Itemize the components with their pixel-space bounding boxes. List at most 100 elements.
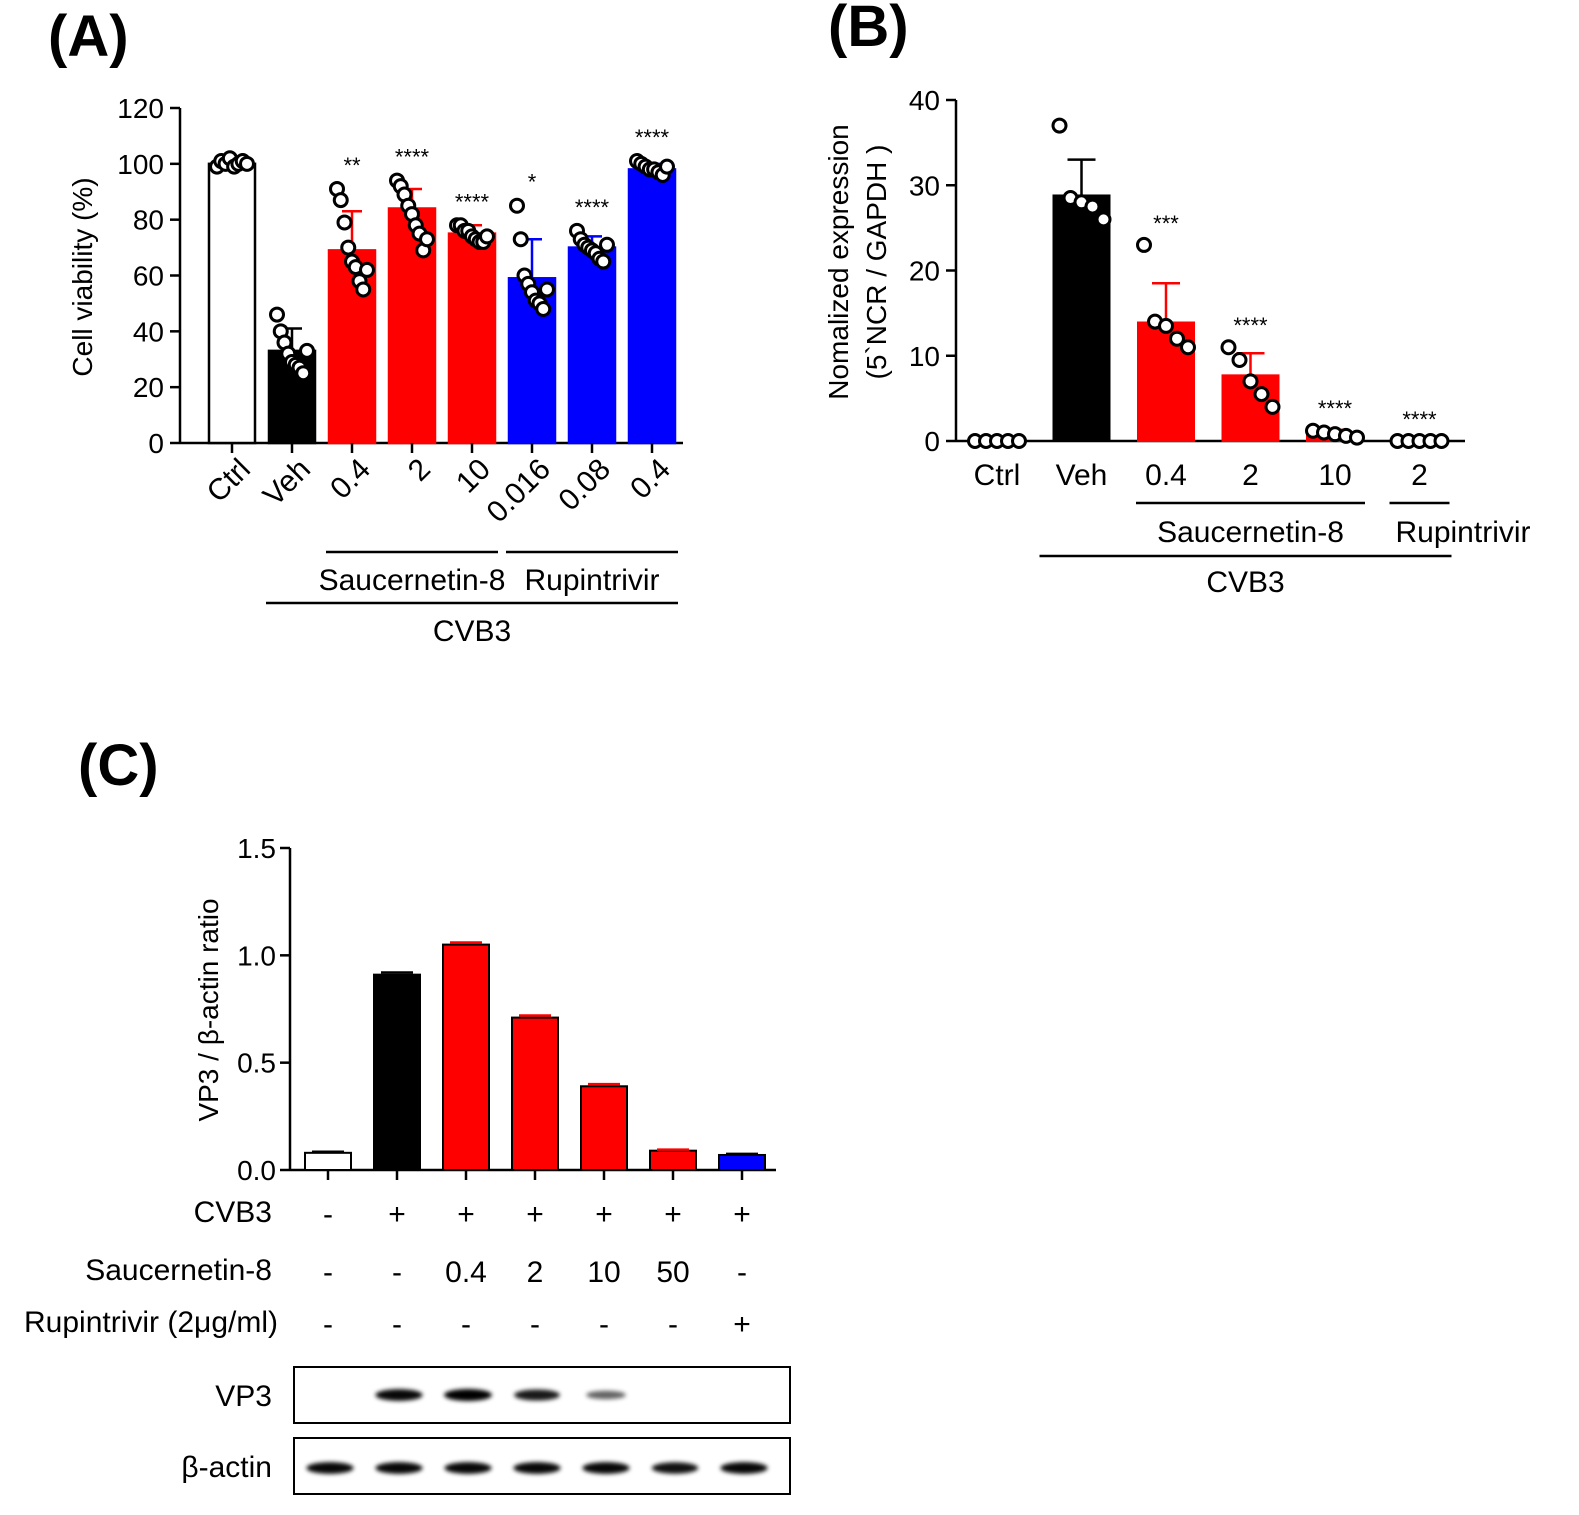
chart-c-condition-value: + [733,1198,751,1231]
chart-b-category-label: Veh [1056,459,1108,492]
chart-c-condition-value: + [526,1198,544,1231]
chart-c-condition-value: + [457,1198,475,1231]
chart-c-condition-value: - [599,1308,609,1341]
chart-a-data-point [336,214,353,231]
chart-c-blot-band [651,1462,699,1474]
chart-a-significance: **** [455,189,490,214]
chart-a-significance: **** [575,195,610,220]
chart-b-significance: **** [1402,407,1437,432]
chart-a-data-point [355,281,372,298]
chart-c-ytick-label: 0.5 [237,1048,276,1079]
chart-a-ytick-label: 20 [133,372,164,403]
chart-a-ytick-label: 120 [117,93,164,124]
chart-b-category-label: 10 [1318,459,1351,492]
chart-a-data-point [479,228,495,245]
chart-b: 0 10 20 30 40 Ctrl Veh *** 0.4 **** 2 **** 10 **** 2 Sa… [909,85,1531,599]
chart-a-category-label: 10 [450,453,497,500]
chart-c-ytick-label: 1.0 [237,940,276,971]
chart-b-data-point [1095,211,1112,228]
chart-c-condition-value: + [733,1308,751,1341]
chart-b-bar [1052,194,1111,442]
chart-b-data-point [1084,198,1101,215]
chart-c-condition-value: - [323,1308,333,1341]
chart-c-condition-value: + [595,1198,613,1231]
chart-b-category-label: 0.4 [1145,459,1187,492]
chart-a-data-point [659,158,675,175]
chart-c-bar [580,1085,628,1172]
chart-b-significance: **** [1233,313,1268,338]
chart-c-blot-label: VP3 [215,1380,272,1413]
chart-c-bar [649,1149,697,1172]
chart-c-blot-band [375,1389,423,1401]
chart-a-group-label: Saucernetin-8 [319,564,506,597]
chart-a-bar [447,232,497,445]
chart-b-ylabel-line1: Nomalized expression [823,124,854,399]
chart-a-ytick-label: 80 [133,205,164,236]
chart-c-condition-value: - [323,1256,333,1289]
chart-c-bar [304,1151,352,1171]
chart-b-group-label: Rupintrivir [1395,516,1530,549]
chart-c-blot-band [375,1462,423,1474]
chart-c-condition-value: - [392,1308,402,1341]
chart-a-data-point [539,281,555,298]
chart-a-category-label: Veh [257,453,317,513]
chart-c-condition-value: 10 [587,1256,620,1289]
chart-b-data-point [1242,373,1259,390]
chart-c-condition-value: - [392,1256,402,1289]
chart-c-condition-value: + [388,1198,406,1231]
chart-a-data-point [509,197,525,214]
chart-b-data-point [1051,117,1068,134]
chart-b-data-point [1169,330,1185,347]
chart-c: 0.0 0.5 1.0 1.5 CVB3 - + + + + + + Saucernetin-8 - - 0.… [24,833,791,1495]
chart-c-ytick-label: 1.5 [237,833,276,864]
chart-a-ytick-label: 40 [133,316,164,347]
chart-a-category-label: 0.4 [624,453,677,506]
chart-a-data-point [299,342,315,359]
chart-a-ylabel: Cell viability (%) [67,177,98,376]
chart-b-category-label: 2 [1411,459,1428,492]
chart-a-data-point [332,192,349,209]
chart-b-group-label: CVB3 [1206,566,1284,599]
chart-b-ytick-label: 40 [909,85,940,116]
chart-a-category-label: 0.08 [552,453,617,518]
chart-c-blot-band [720,1462,768,1474]
chart-c-condition-value: 50 [656,1256,689,1289]
panel-label-c: (C) [78,733,159,798]
chart-a-group-label: CVB3 [433,615,511,648]
chart-c-blot-band [444,1389,492,1401]
chart-c-bar [718,1153,766,1172]
chart-c-blot-band [582,1462,630,1474]
chart-c-condition-value: - [668,1308,678,1341]
chart-a-ytick-label: 100 [117,149,164,180]
chart-c-bar [442,943,490,1171]
chart-a-category-label: 2 [402,453,437,488]
chart-b-data-point [1136,236,1152,253]
chart-a-data-point [512,231,529,248]
chart-c-blot-band [444,1462,492,1474]
chart-c-blot-band [514,1389,560,1401]
chart-c-blot-band [306,1462,354,1474]
chart-c-blot-band [586,1390,626,1400]
chart-a-ytick-label: 0 [148,428,164,459]
chart-a-data-point [340,239,357,256]
chart-c-condition-value: 0.4 [445,1256,487,1289]
chart-a-significance: ** [343,153,361,178]
chart-a-bar [207,162,257,445]
chart-c-condition-value: + [664,1198,682,1231]
chart-c-blot-band [513,1462,561,1474]
chart-a-category-label: 0.4 [324,453,377,506]
chart-c-condition-value: - [737,1256,747,1289]
chart-a-category-label: Ctrl [201,453,257,509]
chart-c-condition-label: CVB3 [194,1196,272,1229]
chart-a-data-point [599,236,615,253]
chart-b-data-point [1253,386,1270,403]
chart-b-data-point [1011,433,1027,449]
chart-b-data-point [1231,352,1248,369]
chart-a-bar [567,246,617,445]
chart-b-significance: *** [1153,211,1179,236]
chart-a: 0 20 40 60 80 100 120 Ctrl Veh ** 0.4 **** 2 **** 10 * 0… [117,93,683,648]
chart-c-blot-label: β-actin [181,1451,272,1484]
chart-b-data-point [1220,339,1237,356]
chart-c-condition-value: 2 [527,1256,544,1289]
